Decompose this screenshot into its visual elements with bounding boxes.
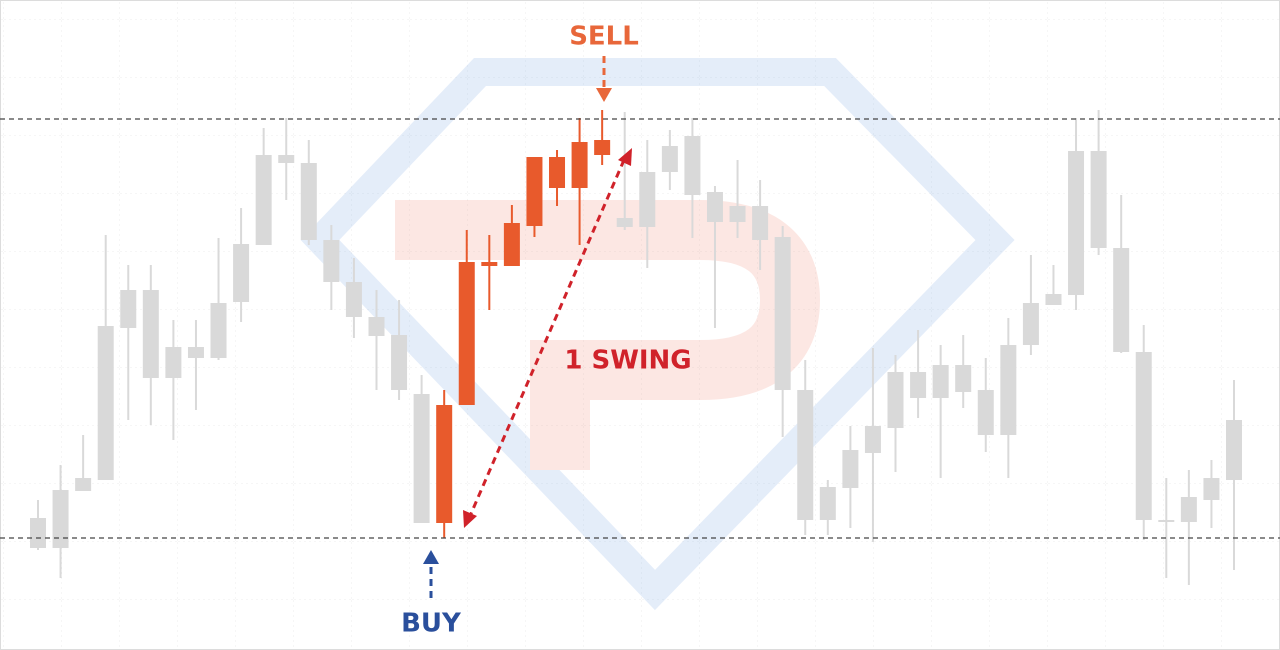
candle-body <box>458 262 475 405</box>
candle-body <box>1226 420 1242 480</box>
candle-body <box>165 347 182 378</box>
candle-body <box>30 518 46 548</box>
candle-body <box>1068 151 1085 295</box>
candle-body <box>142 290 159 378</box>
candle-body <box>616 218 633 227</box>
swing-arrowhead-top <box>618 148 632 166</box>
swing-label: 1 SWING <box>564 346 691 376</box>
candle-body <box>684 136 701 195</box>
candle-body <box>255 155 272 245</box>
candle-body <box>842 450 859 488</box>
candle-body <box>1180 497 1197 522</box>
candle-body <box>752 206 769 240</box>
candle-body <box>300 163 317 240</box>
candle-body <box>526 157 543 226</box>
buy-arrowhead <box>423 550 439 564</box>
candle-body <box>1045 294 1062 305</box>
sell-label: SELL <box>569 22 639 52</box>
candle-body <box>503 223 520 266</box>
sell-annotation: SELL <box>569 22 639 102</box>
candle-body <box>729 206 746 222</box>
candle-body <box>549 157 566 188</box>
candle-body <box>52 490 69 548</box>
candle-body <box>706 192 723 222</box>
swing-arrowhead-bottom <box>463 510 477 528</box>
buy-annotation: BUY <box>401 550 462 639</box>
candle-body <box>210 303 227 358</box>
swing-arrow <box>468 159 626 517</box>
candle-body <box>594 140 611 155</box>
candle-body <box>887 372 904 428</box>
candle-body <box>75 478 92 491</box>
candle-body <box>819 487 836 520</box>
candle-body <box>481 262 498 266</box>
candle-body <box>413 394 430 523</box>
candle-body <box>661 146 678 172</box>
candle-body <box>1158 520 1175 522</box>
candle-body <box>571 142 588 188</box>
candle-body <box>1090 151 1107 248</box>
candle-body <box>1203 478 1220 500</box>
sell-arrowhead <box>596 88 612 102</box>
candle-body <box>233 244 250 302</box>
candle-body <box>1000 345 1017 435</box>
candle-body <box>977 390 994 435</box>
candle-body <box>774 237 791 390</box>
levels <box>0 118 1280 539</box>
candle-body <box>639 172 656 227</box>
candle-body <box>1135 352 1152 520</box>
candle-body <box>864 426 881 453</box>
candle-body <box>1022 303 1039 345</box>
candle-body <box>910 372 927 398</box>
candle-body <box>323 240 340 282</box>
candle-body <box>436 405 453 523</box>
candle-body <box>797 390 814 520</box>
candle-body <box>278 155 295 163</box>
swing-annotation: 1 SWING <box>463 148 692 528</box>
candle-body <box>368 317 385 336</box>
candle-body <box>1113 248 1130 352</box>
candle-body <box>187 347 204 358</box>
candle-body <box>120 290 137 328</box>
candle-body <box>97 326 114 480</box>
candle-body <box>345 282 362 317</box>
candle-body <box>391 335 408 390</box>
candle-body <box>932 365 949 398</box>
buy-label: BUY <box>401 609 462 639</box>
candles <box>30 110 1242 585</box>
candle-body <box>955 365 972 392</box>
